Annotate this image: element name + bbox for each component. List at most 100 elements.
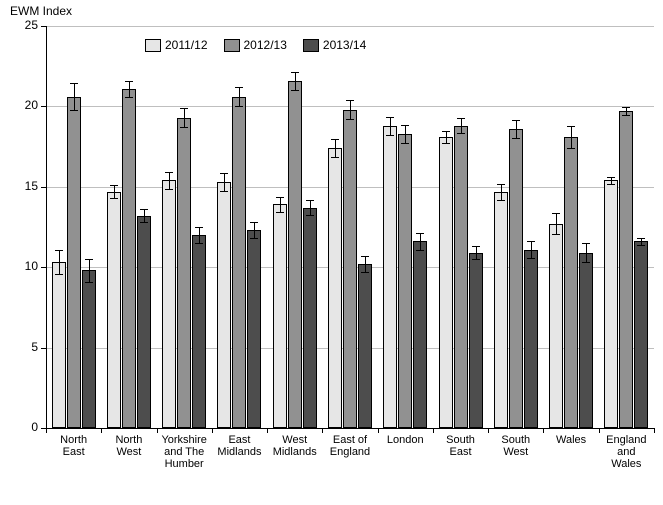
error-bar — [224, 173, 225, 191]
bar — [604, 180, 618, 428]
error-cap — [472, 246, 480, 247]
legend-swatch — [224, 39, 240, 52]
error-cap — [291, 72, 299, 73]
x-tick-label: NorthWest — [101, 434, 156, 458]
error-cap — [607, 184, 615, 185]
error-cap — [442, 131, 450, 132]
error-bar — [184, 108, 185, 127]
bar — [564, 137, 578, 428]
error-cap — [416, 250, 424, 251]
error-cap — [472, 259, 480, 260]
error-cap — [552, 213, 560, 214]
error-cap — [622, 115, 630, 116]
error-cap — [235, 106, 243, 107]
error-cap — [386, 135, 394, 136]
x-tick-label: London — [378, 434, 433, 446]
legend-item: 2011/12 — [145, 38, 208, 52]
error-cap — [552, 234, 560, 235]
error-cap — [386, 117, 394, 118]
bar — [52, 262, 66, 428]
error-cap — [401, 125, 409, 126]
x-tick-mark — [543, 428, 544, 433]
x-tick-label: Wales — [543, 434, 598, 446]
error-cap — [276, 197, 284, 198]
bar — [247, 230, 261, 428]
y-tick-label: 20 — [8, 98, 38, 112]
legend-label: 2013/14 — [323, 38, 366, 52]
legend-item: 2012/13 — [224, 38, 287, 52]
error-bar — [144, 209, 145, 222]
error-bar — [89, 259, 90, 282]
error-cap — [140, 222, 148, 223]
x-tick-label: EnglandandWales — [599, 434, 654, 470]
x-tick-mark — [322, 428, 323, 433]
error-cap — [125, 81, 133, 82]
bar — [454, 126, 468, 428]
y-tick-label: 15 — [8, 179, 38, 193]
error-bar — [280, 197, 281, 211]
error-bar — [199, 227, 200, 243]
error-bar — [461, 118, 462, 132]
bar — [122, 89, 136, 428]
bar — [398, 134, 412, 428]
error-cap — [220, 173, 228, 174]
bar — [549, 224, 563, 428]
error-cap — [195, 243, 203, 244]
error-cap — [527, 241, 535, 242]
bar — [232, 97, 246, 428]
x-tick-label: NorthEast — [46, 434, 101, 458]
x-tick-label: East ofEngland — [322, 434, 377, 458]
bar — [107, 192, 121, 428]
error-cap — [607, 177, 615, 178]
error-cap — [457, 133, 465, 134]
x-tick-mark — [488, 428, 489, 433]
error-bar — [556, 213, 557, 234]
error-bar — [59, 250, 60, 274]
error-cap — [70, 110, 78, 111]
error-cap — [527, 258, 535, 259]
x-tick-label: EastMidlands — [212, 434, 267, 458]
error-cap — [250, 238, 258, 239]
gridline — [46, 26, 654, 27]
y-axis-title: EWM Index — [10, 4, 72, 18]
error-bar — [586, 243, 587, 262]
error-cap — [637, 245, 645, 246]
error-cap — [55, 274, 63, 275]
bar — [439, 137, 453, 428]
error-cap — [165, 189, 173, 190]
y-tick-label: 0 — [8, 420, 38, 434]
error-bar — [501, 184, 502, 200]
error-bar — [516, 120, 517, 138]
legend-item: 2013/14 — [303, 38, 366, 52]
error-cap — [361, 256, 369, 257]
error-bar — [420, 233, 421, 249]
error-cap — [55, 250, 63, 251]
error-cap — [442, 143, 450, 144]
y-tick-label: 5 — [8, 340, 38, 354]
error-bar — [365, 256, 366, 272]
bar — [383, 126, 397, 428]
error-cap — [331, 139, 339, 140]
legend-swatch — [303, 39, 319, 52]
error-cap — [567, 148, 575, 149]
legend-swatch — [145, 39, 161, 52]
error-bar — [129, 81, 130, 97]
error-bar — [626, 107, 627, 115]
error-cap — [70, 83, 78, 84]
error-cap — [582, 262, 590, 263]
error-bar — [335, 139, 336, 157]
y-tick-label: 10 — [8, 259, 38, 273]
error-cap — [85, 259, 93, 260]
x-tick-mark — [46, 428, 47, 433]
bar — [303, 208, 317, 428]
error-cap — [361, 272, 369, 273]
error-cap — [235, 87, 243, 88]
error-cap — [276, 212, 284, 213]
bar — [343, 110, 357, 428]
error-bar — [476, 246, 477, 259]
error-cap — [180, 108, 188, 109]
error-cap — [291, 90, 299, 91]
x-tick-mark — [212, 428, 213, 433]
bar — [619, 111, 633, 428]
error-cap — [512, 138, 520, 139]
